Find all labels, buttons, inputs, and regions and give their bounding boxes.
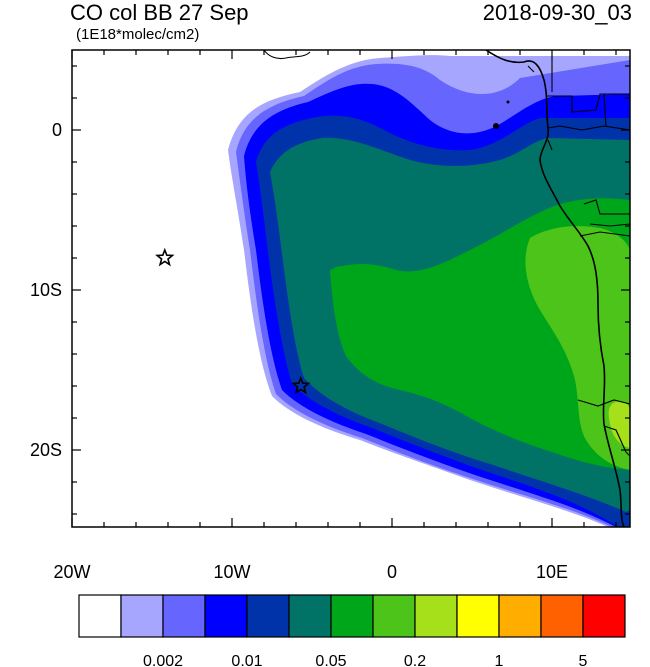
colorbar-box bbox=[120, 594, 164, 638]
colorbar-tick-label: 0.002 bbox=[143, 653, 183, 667]
colorbar-box bbox=[330, 594, 374, 638]
colorbar-box bbox=[456, 594, 500, 638]
field-lime bbox=[608, 401, 630, 448]
colorbar-tick-label: 0.05 bbox=[315, 653, 346, 667]
colorbar-box bbox=[78, 594, 122, 638]
marker-layer bbox=[155, 247, 311, 395]
timestamp-label: 2018-09-30_03 bbox=[482, 0, 632, 25]
x-tick-label: 20W bbox=[53, 562, 90, 582]
island-dot bbox=[493, 123, 499, 129]
x-tick-label: 10E bbox=[536, 562, 568, 582]
units-label: (1E18*molec/cm2) bbox=[76, 26, 200, 43]
colorbar-labels: 0.002 0.01 0.05 0.2 1 5 bbox=[143, 653, 588, 667]
x-tick-label: 0 bbox=[387, 562, 397, 582]
country-borders bbox=[263, 50, 630, 457]
y-tick-label: 10S bbox=[30, 280, 62, 300]
y-tick-label: 20S bbox=[30, 440, 62, 460]
colorbar-box bbox=[288, 594, 332, 638]
colorbar-box bbox=[498, 594, 542, 638]
colorbar-box bbox=[582, 594, 626, 638]
map-frame bbox=[71, 49, 631, 528]
field-green-west-patch bbox=[333, 266, 359, 319]
colorbar-box bbox=[414, 594, 458, 638]
island-dot-2 bbox=[506, 100, 510, 104]
colorbar-box bbox=[246, 594, 290, 638]
coastline bbox=[485, 50, 625, 527]
colorbar-tick-label: 5 bbox=[579, 653, 588, 667]
colorbar-tick-label: 0.2 bbox=[404, 653, 426, 667]
star-marker-coast bbox=[291, 375, 311, 395]
axis-tick-labels: 20W 10W 0 10E 0 10S 20S bbox=[30, 120, 568, 582]
colorbar-tick-label: 1 bbox=[495, 653, 504, 667]
colorbar-box bbox=[162, 594, 206, 638]
colorbar bbox=[78, 594, 626, 638]
y-tick-label: 0 bbox=[52, 120, 62, 140]
map-plot-area bbox=[72, 50, 630, 527]
colorbar-box bbox=[372, 594, 416, 638]
colorbar-box bbox=[204, 594, 248, 638]
colorbar-tick-label: 0.01 bbox=[231, 653, 262, 667]
axis-ticks bbox=[71, 50, 630, 527]
plot-title: CO col BB 27 Sep bbox=[70, 0, 249, 25]
star-marker-open bbox=[155, 247, 175, 267]
x-tick-label: 10W bbox=[213, 562, 250, 582]
colorbar-box bbox=[540, 594, 584, 638]
